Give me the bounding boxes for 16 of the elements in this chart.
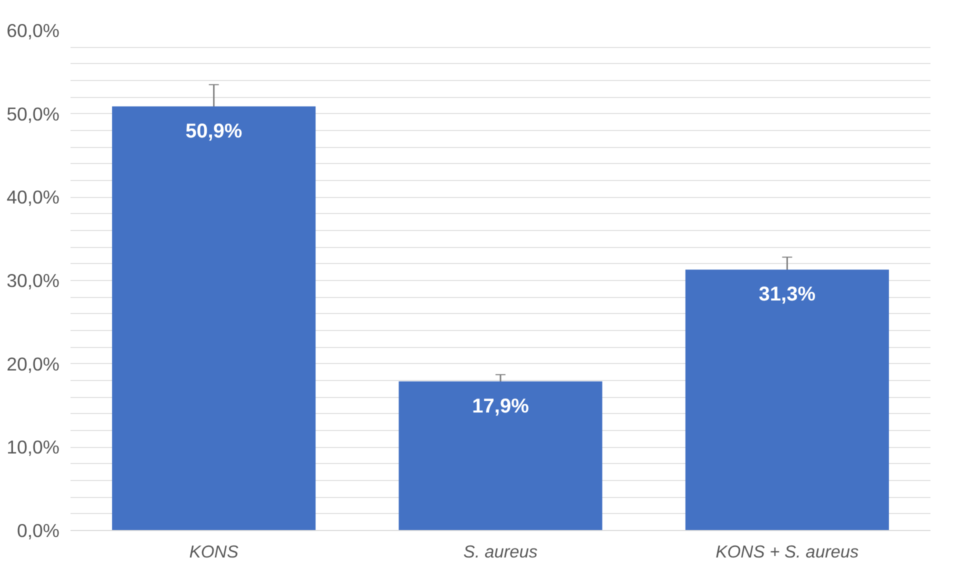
y-tick-label: 40,0% [6, 186, 60, 208]
bar [398, 381, 602, 530]
bar [112, 106, 316, 530]
y-tick-label: 0,0% [16, 520, 60, 541]
y-tick-label: 50,0% [6, 103, 60, 124]
data-label: 31,3% [758, 284, 816, 306]
y-tick-label: 10,0% [6, 436, 60, 458]
y-tick-label: 30,0% [6, 270, 60, 291]
x-tick-label: KONS + S. aureus [716, 542, 860, 562]
y-tick-label: 20,0% [6, 353, 60, 374]
x-tick-label: S. aureus [463, 542, 538, 562]
y-tick-label: 60,0% [6, 20, 60, 41]
data-label: 17,9% [472, 395, 530, 418]
x-tick-label: KONS [189, 542, 239, 562]
bar [685, 270, 889, 530]
data-label: 50,9% [185, 120, 242, 142]
